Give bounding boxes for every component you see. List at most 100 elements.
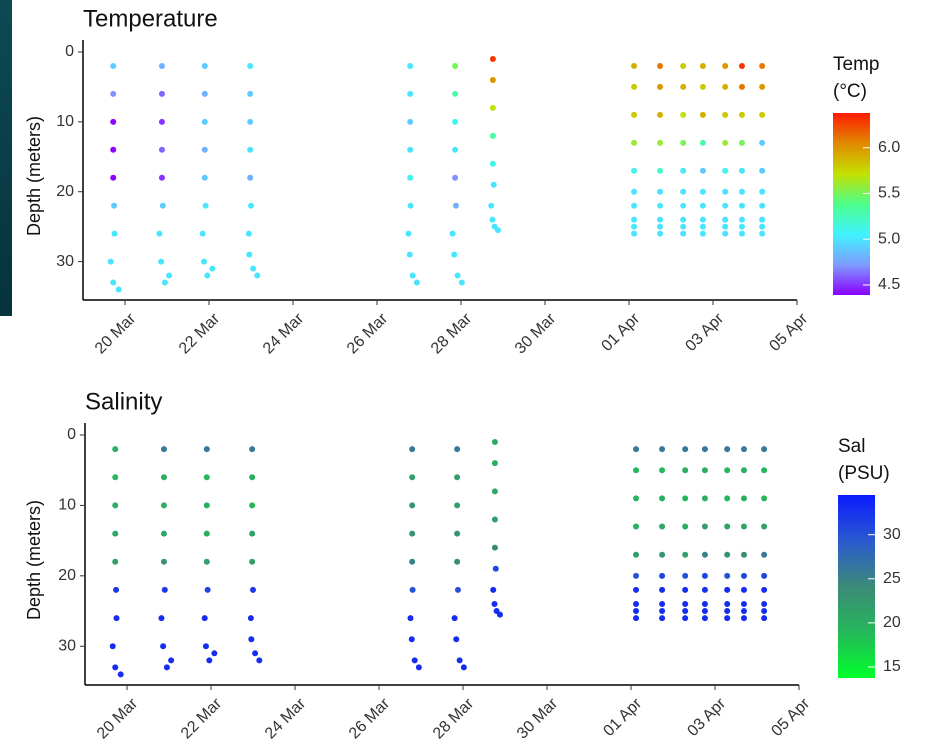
colorbar-tick-label: 15: [883, 658, 901, 675]
x-tick-label: 20 Mar: [92, 310, 140, 358]
data-point: [724, 608, 731, 615]
data-point: [110, 146, 117, 153]
data-point: [110, 118, 117, 125]
data-point: [759, 111, 766, 118]
data-point: [409, 558, 416, 565]
data-point: [411, 657, 418, 664]
data-point: [699, 188, 706, 195]
data-point: [738, 83, 745, 90]
data-point: [657, 223, 664, 230]
data-point: [699, 83, 706, 90]
data-point: [158, 258, 165, 265]
data-point: [633, 523, 640, 530]
colorbar: [833, 113, 870, 295]
data-point: [738, 111, 745, 118]
data-point: [740, 586, 747, 593]
data-point: [454, 502, 461, 509]
data-point: [724, 572, 731, 579]
data-point: [203, 474, 210, 481]
data-point: [724, 523, 731, 530]
data-point: [156, 230, 163, 237]
data-point: [204, 586, 211, 593]
data-point: [682, 601, 689, 608]
data-point: [740, 495, 747, 502]
data-point: [759, 188, 766, 195]
data-point: [246, 251, 253, 258]
colorbar-title: Temp: [833, 54, 879, 75]
data-point: [160, 643, 167, 650]
x-tick-label: 20 Mar: [94, 695, 142, 743]
data-point: [158, 615, 165, 622]
data-point: [722, 139, 729, 146]
data-point: [250, 265, 257, 272]
data-point: [453, 636, 460, 643]
data-point: [107, 258, 114, 265]
data-point: [247, 615, 254, 622]
data-point: [252, 650, 259, 657]
data-point: [740, 608, 747, 615]
data-point: [249, 558, 256, 565]
data-point: [454, 530, 461, 537]
data-point: [110, 174, 117, 181]
data-point: [491, 601, 498, 608]
data-point: [724, 446, 731, 453]
data-point: [701, 615, 708, 622]
data-point: [724, 601, 731, 608]
data-point: [759, 216, 766, 223]
data-point: [657, 62, 664, 69]
data-point: [740, 551, 747, 558]
data-point: [631, 223, 638, 230]
data-point: [454, 446, 461, 453]
data-point: [701, 495, 708, 502]
data-point: [249, 530, 256, 537]
data-point: [659, 586, 666, 593]
data-point: [699, 167, 706, 174]
data-point: [722, 230, 729, 237]
data-point: [454, 586, 461, 593]
data-point: [761, 608, 768, 615]
data-point: [631, 202, 638, 209]
data-point: [740, 523, 747, 530]
data-point: [680, 83, 687, 90]
data-point: [201, 90, 208, 97]
data-point: [659, 495, 666, 502]
data-point: [759, 139, 766, 146]
data-point: [659, 467, 666, 474]
data-point: [738, 216, 745, 223]
data-point: [761, 446, 768, 453]
data-point: [248, 202, 254, 209]
data-point: [202, 202, 209, 209]
x-tick-label: 22 Mar: [176, 310, 224, 358]
data-point: [759, 202, 766, 209]
data-point: [761, 551, 768, 558]
data-point: [110, 90, 117, 97]
x-tick-label: 01 Apr: [598, 310, 643, 355]
data-point: [722, 111, 729, 118]
y-tick-label: 30: [56, 253, 74, 270]
data-point: [680, 139, 687, 146]
y-axis-label: Depth (meters): [24, 116, 44, 236]
data-point: [158, 90, 165, 97]
data-point: [250, 586, 256, 593]
data-point: [722, 62, 729, 69]
data-point: [405, 230, 412, 237]
data-point: [452, 90, 459, 97]
data-point: [409, 474, 416, 481]
data-point: [112, 558, 119, 565]
data-point: [701, 446, 708, 453]
data-point: [701, 572, 708, 579]
data-point: [659, 601, 666, 608]
data-point: [680, 188, 687, 195]
data-point: [682, 446, 689, 453]
data-point: [247, 146, 254, 153]
data-point: [631, 139, 638, 146]
data-point: [759, 223, 766, 230]
data-point: [738, 167, 745, 174]
data-point: [740, 572, 747, 579]
data-point: [202, 643, 209, 650]
data-point: [680, 230, 687, 237]
data-point: [680, 62, 687, 69]
data-point: [682, 523, 689, 530]
data-point: [254, 272, 261, 279]
data-point: [738, 62, 745, 69]
